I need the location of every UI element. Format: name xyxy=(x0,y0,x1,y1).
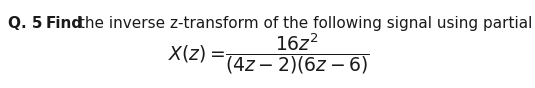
Text: Q. 5: Q. 5 xyxy=(8,16,42,31)
Text: Find: Find xyxy=(46,16,83,31)
Text: the inverse z-transform of the following signal using partial fraction method,: the inverse z-transform of the following… xyxy=(74,16,535,31)
Text: $\dfrac{16z^2}{(4z-2)(6z-6)}$: $\dfrac{16z^2}{(4z-2)(6z-6)}$ xyxy=(225,32,370,76)
Text: $X(z) = $: $X(z) = $ xyxy=(168,43,226,65)
